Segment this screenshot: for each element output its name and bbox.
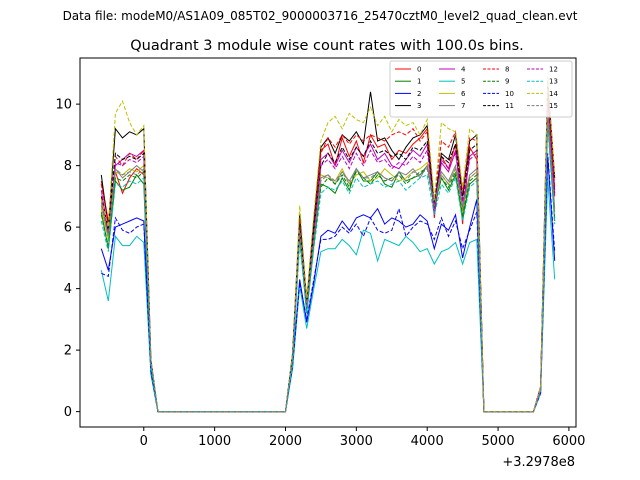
y-tick-label: 10 [55, 98, 72, 113]
x-tick-label: 1000 [198, 434, 231, 449]
series-line-9 [100, 116, 556, 413]
legend-label-8: 8 [505, 66, 509, 74]
x-offset-label: +3.2978e8 [502, 455, 575, 470]
legend-label-3: 3 [417, 102, 421, 110]
legend-label-4: 4 [461, 66, 466, 74]
series-line-13 [100, 125, 556, 413]
x-tick-label: 5000 [482, 434, 515, 449]
series-line-4 [100, 91, 556, 413]
y-tick-label: 8 [64, 159, 72, 174]
series-line-8 [100, 88, 556, 413]
series-line-0 [100, 97, 556, 413]
series-line-11 [100, 94, 556, 413]
legend-box [389, 60, 573, 118]
series-line-3 [100, 79, 556, 413]
x-tick-label: 6000 [552, 434, 585, 449]
x-tick-label: 3000 [340, 434, 373, 449]
series-line-1 [100, 119, 556, 413]
legend-label-7: 7 [461, 102, 465, 110]
y-tick-label: 0 [64, 405, 72, 420]
legend-label-10: 10 [505, 90, 514, 98]
chart-title: Quadrant 3 module wise count rates with … [130, 38, 524, 54]
series-line-12 [100, 101, 556, 413]
legend-label-9: 9 [505, 78, 509, 86]
series-line-15 [100, 113, 556, 413]
y-tick-label: 6 [64, 221, 72, 236]
series-line-14 [100, 76, 556, 413]
x-tick-label: 4000 [411, 434, 444, 449]
legend-label-13: 13 [549, 78, 558, 86]
series-line-5 [100, 177, 556, 413]
legend-label-0: 0 [417, 66, 421, 74]
x-tick-label: 0 [140, 434, 148, 449]
series-line-2 [100, 156, 556, 413]
legend-label-15: 15 [549, 102, 558, 110]
series-line-6 [100, 110, 556, 413]
plot-frame [79, 57, 577, 428]
x-tick-label: 2000 [269, 434, 302, 449]
suptitle: Data file: modeM0/AS1A09_085T02_90000037… [63, 9, 578, 23]
legend-label-12: 12 [549, 66, 558, 74]
legend-label-1: 1 [417, 78, 421, 86]
series-line-10 [101, 153, 556, 413]
series-layer [100, 76, 556, 413]
legend-label-14: 14 [549, 90, 558, 98]
legend-label-6: 6 [461, 90, 466, 98]
y-tick-label: 4 [64, 282, 72, 297]
legend-label-2: 2 [417, 90, 421, 98]
legend-label-5: 5 [461, 78, 465, 86]
legend-label-11: 11 [505, 102, 514, 110]
y-tick-label: 2 [64, 344, 72, 359]
